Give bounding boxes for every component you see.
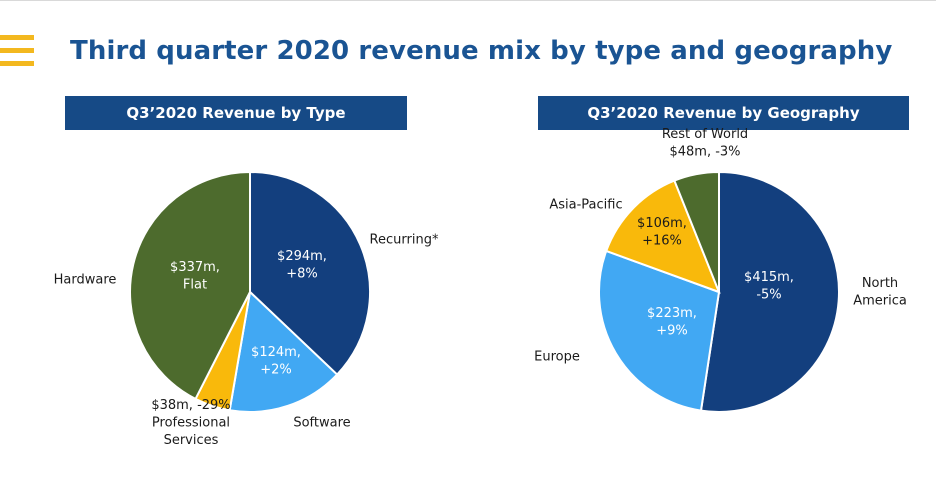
category-label-asia-pacific: Asia-Pacific xyxy=(549,198,622,213)
data-label-europe: +9% xyxy=(656,323,688,338)
page-title: Third quarter 2020 revenue mix by type a… xyxy=(70,36,893,66)
menu-icon-bar xyxy=(0,48,34,53)
data-label-software: +2% xyxy=(260,362,292,377)
data-label-recurring-: +8% xyxy=(286,266,318,281)
pie-slice-asia-pacific xyxy=(604,179,721,294)
pie-slice-north-america xyxy=(699,170,841,413)
data-label-asia-pacific: +16% xyxy=(642,233,682,248)
data-label-hardware: $337m, xyxy=(170,260,220,275)
pie-slice-hardware xyxy=(129,170,251,401)
menu-icon-bar xyxy=(0,61,34,66)
data-label-asia-pacific: $106m, xyxy=(637,216,687,231)
category-label-hardware: Hardware xyxy=(54,273,117,288)
category-label-recurring-: Recurring* xyxy=(370,233,439,248)
pie-slice-recurring- xyxy=(249,170,371,376)
chart-header-by-geography: Q3’2020 Revenue by Geography xyxy=(538,96,909,130)
category-label-software: Software xyxy=(293,416,350,431)
pie-slice-rest-of-world xyxy=(673,170,720,293)
pie-slice-software xyxy=(228,289,339,413)
data-label-europe: $223m, xyxy=(647,306,697,321)
top-divider xyxy=(0,0,936,1)
chart-header-by-type: Q3’2020 Revenue by Type xyxy=(65,96,407,130)
menu-icon-bar xyxy=(0,35,34,40)
category-label-rest-of-world: $48m, -3% xyxy=(669,144,740,159)
category-label-europe: Europe xyxy=(534,350,580,365)
category-label-professional-services: $38m, -29% xyxy=(151,398,230,413)
data-label-recurring-: $294m, xyxy=(277,249,327,264)
category-label-north-america: America xyxy=(853,293,907,308)
data-label-software: $124m, xyxy=(251,345,301,360)
category-label-north-america: North xyxy=(862,276,898,291)
category-label-rest-of-world: Rest of World xyxy=(662,127,748,142)
category-label-professional-services: Professional xyxy=(152,416,230,431)
data-label-north-america: -5% xyxy=(756,287,781,302)
menu-icon[interactable] xyxy=(0,35,34,74)
data-label-north-america: $415m, xyxy=(744,270,794,285)
data-label-hardware: Flat xyxy=(183,277,207,292)
pie-slice-europe xyxy=(598,249,721,412)
category-label-professional-services: Services xyxy=(164,433,219,448)
